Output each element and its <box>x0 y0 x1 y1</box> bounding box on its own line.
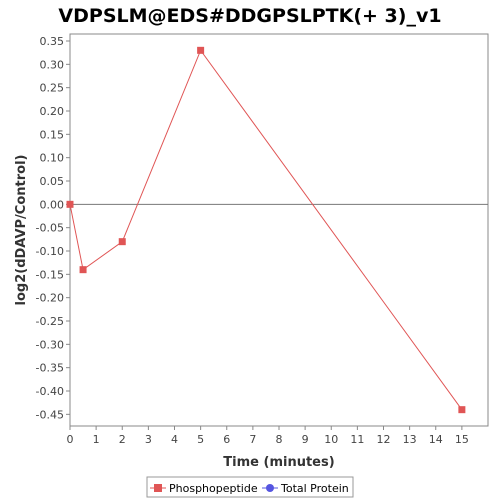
data-point <box>79 266 87 274</box>
x-tick-label: 0 <box>67 433 74 446</box>
y-tick-label: -0.30 <box>36 338 64 351</box>
y-axis-label: log2(dDAVP/Control) <box>14 155 29 306</box>
y-tick-label: 0.15 <box>40 128 65 141</box>
x-tick-label: 2 <box>119 433 126 446</box>
legend: Phosphopeptide Total Protein <box>146 476 354 498</box>
y-tick-label: 0.05 <box>40 175 65 188</box>
x-tick-label: 14 <box>429 433 443 446</box>
x-axis: 0 1 2 3 4 5 6 7 8 9 10 11 12 13 14 15 <box>67 426 469 446</box>
chart-title: VDPSLM@EDS#DDGPSLPTK(+ 3)_v1 <box>58 5 441 27</box>
series-layer <box>66 46 466 414</box>
legend-marker-total-protein <box>266 484 274 492</box>
x-tick-label: 11 <box>350 433 364 446</box>
y-tick-label: -0.25 <box>36 315 64 328</box>
data-point <box>118 238 126 246</box>
x-tick-label: 4 <box>171 433 178 446</box>
y-tick-label: -0.10 <box>36 245 64 258</box>
legend-label-phosphopeptide: Phosphopeptide <box>169 482 258 495</box>
y-tick-label: -0.45 <box>36 408 64 421</box>
y-tick-label: -0.15 <box>36 268 64 281</box>
y-tick-label: 0.25 <box>40 82 65 95</box>
y-tick-label: -0.35 <box>36 362 64 375</box>
y-tick-label: -0.20 <box>36 292 64 305</box>
x-tick-label: 8 <box>276 433 283 446</box>
data-point <box>458 406 466 414</box>
x-tick-label: 15 <box>455 433 469 446</box>
x-tick-label: 10 <box>324 433 338 446</box>
y-tick-label: 0.20 <box>40 105 65 118</box>
x-tick-label: 6 <box>223 433 230 446</box>
x-tick-label: 7 <box>249 433 256 446</box>
x-tick-label: 1 <box>93 433 100 446</box>
y-axis: 0.35 0.30 0.25 0.20 0.15 0.10 0.05 0.00 -0.05 -0.… <box>36 35 70 421</box>
y-tick-label: 0.30 <box>40 58 65 71</box>
data-point <box>197 46 205 54</box>
y-tick-label: -0.40 <box>36 385 64 398</box>
x-axis-label: Time (minutes) <box>223 455 334 470</box>
y-tick-label: 0.35 <box>40 35 65 48</box>
x-tick-label: 13 <box>403 433 417 446</box>
y-tick-label: -0.05 <box>36 222 64 235</box>
x-tick-label: 9 <box>302 433 309 446</box>
plot-area <box>69 33 489 427</box>
legend-label-total-protein: Total Protein <box>280 482 349 495</box>
y-tick-label: 0.00 <box>40 198 65 211</box>
data-point <box>66 200 74 208</box>
x-tick-label: 5 <box>197 433 204 446</box>
y-tick-label: 0.10 <box>40 152 65 165</box>
x-tick-label: 12 <box>377 433 391 446</box>
x-tick-label: 3 <box>145 433 152 446</box>
legend-marker-phosphopeptide <box>154 484 162 492</box>
legend-box <box>146 476 354 498</box>
